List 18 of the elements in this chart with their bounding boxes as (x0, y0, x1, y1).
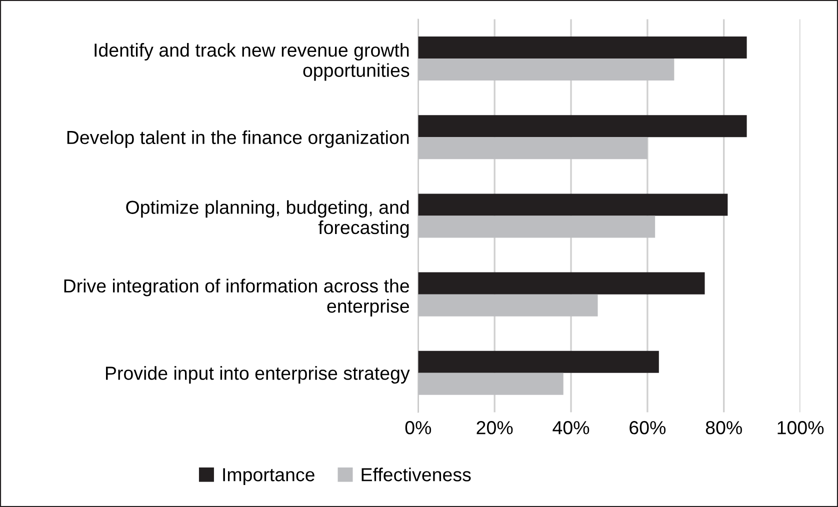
y-tick-label: Drive integration of information across the enterprise (64, 278, 410, 316)
bar (418, 194, 728, 216)
x-tick-label: 80% (706, 421, 742, 434)
bar (418, 115, 747, 138)
bar (418, 36, 747, 59)
legend-label: Importance (223, 468, 314, 486)
x-tick-label: 100% (778, 421, 824, 434)
y-tick-label: Provide input into enterprise strategy (106, 366, 410, 384)
y-tick-label: Identify and track new revenue growth opportunities (94, 43, 410, 81)
y-tick-label: Optimize planning, budgeting, and forecasting (126, 200, 409, 238)
x-tick-label: 40% (552, 421, 590, 434)
bar (418, 350, 659, 373)
x-tick-label: 60% (630, 421, 666, 434)
legend-label: Effectiveness (362, 468, 471, 482)
bar (418, 272, 705, 294)
x-tick-label: 20% (476, 421, 513, 434)
x-tick-label: 0% (405, 421, 432, 434)
y-tick-label: Develop talent in the finance organization (67, 130, 409, 148)
